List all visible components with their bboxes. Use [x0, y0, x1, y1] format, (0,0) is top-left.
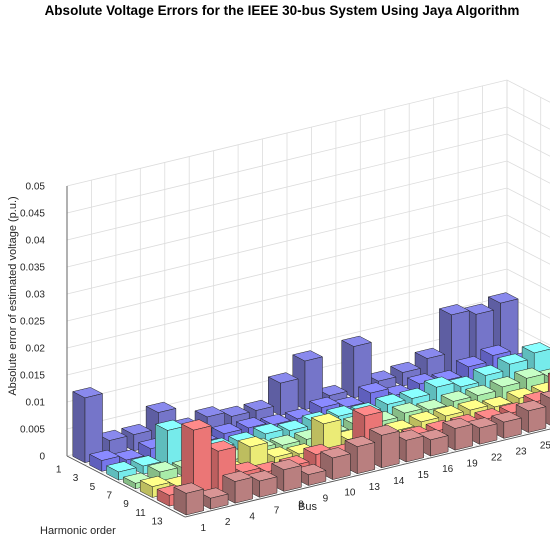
bar-front-face [528, 406, 547, 433]
bar-side-face [156, 488, 170, 507]
harmonic-tick-label: 11 [135, 508, 146, 519]
z-axis-label: Absolute error of estimated voltage (p.u… [7, 196, 19, 395]
z-tick-label: 0.02 [26, 344, 46, 355]
bus-tick-label: 8 [298, 500, 304, 511]
z-tick-label: 0 [39, 452, 45, 463]
bus-tick-label: 22 [491, 452, 503, 463]
bar-bus-1-order-13 [173, 482, 205, 516]
bar-side-face [89, 453, 103, 472]
bar-front-face [283, 465, 302, 492]
wall-gridline [66, 187, 550, 295]
bar-bus-4-order-5 [154, 419, 186, 469]
bar-side-face [139, 480, 153, 498]
z-tick-label: 0.01 [26, 398, 46, 409]
chart-title: Absolute Voltage Errors for the IEEE 30-… [45, 3, 520, 18]
bar-bus-9-order-3 [211, 423, 243, 443]
bar-side-face [130, 459, 144, 475]
bus-tick-label: 23 [515, 447, 527, 458]
z-tick-label: 0.045 [20, 209, 45, 220]
bars-group [72, 292, 550, 516]
harmonic-tick-label: 13 [151, 517, 163, 528]
bus-tick-label: 14 [393, 476, 405, 487]
bus-tick-label: 4 [249, 511, 255, 522]
z-tick-label: 0.05 [26, 182, 46, 193]
bar-side-face [173, 486, 187, 516]
wall-gridline [66, 79, 550, 187]
z-tick-label: 0.035 [20, 263, 45, 274]
wall-gridline [66, 133, 550, 241]
z-tick-label: 0.03 [26, 290, 46, 301]
bus-tick-label: 19 [467, 458, 479, 469]
bus-tick-label: 25 [540, 441, 550, 452]
bar-front-face [356, 442, 376, 475]
bar-front-face [405, 435, 424, 463]
bar-side-face [72, 391, 86, 464]
bar-bus-25-order-1 [414, 347, 446, 381]
bar-bus-10-order-13 [319, 447, 352, 481]
x-axis-line [184, 428, 550, 518]
bar-front-face [381, 430, 400, 469]
tick-labels: 0 0.005 0.01 0.015 0.02 0.025 0.03 0.035 0.04 0.0… [20, 182, 550, 535]
x-axis-label: Bus [298, 501, 317, 513]
bar-bus-19-order-1 [340, 335, 373, 399]
wall-gridline [66, 160, 550, 268]
bus-tick-label: 10 [344, 488, 356, 499]
bus-tick-label: 13 [369, 482, 381, 493]
harmonic-tick-label: 9 [123, 499, 129, 510]
y-axis-line [66, 455, 186, 518]
bar-bus-14-order-13 [368, 424, 400, 469]
z-tick-label: 0.025 [20, 317, 45, 328]
z-tick-label: 0.015 [20, 371, 45, 382]
bar-side-face [123, 476, 136, 490]
y-axis-label: Harmonic order [40, 525, 116, 537]
bus-tick-label: 9 [323, 494, 329, 505]
bus-tick-label: 2 [225, 517, 231, 528]
harmonic-tick-label: 3 [73, 473, 79, 484]
harmonic-tick-label: 5 [90, 482, 96, 493]
harmonic-tick-label: 7 [106, 491, 112, 502]
harmonic-tick-label: 1 [56, 464, 62, 475]
wall-gridline [66, 106, 550, 214]
bar-front-face [332, 453, 351, 480]
z-tick-label: 0.04 [26, 236, 46, 247]
bus-tick-label: 1 [200, 523, 206, 534]
bus-tick-label: 15 [418, 470, 430, 481]
bar-side-face [106, 465, 119, 481]
bus-tick-label: 16 [442, 464, 454, 475]
bar-side-face [341, 339, 355, 399]
bar-bus-1-order-1 [72, 387, 104, 464]
bus-tick-label: 7 [274, 505, 280, 516]
z-tick-label: 0.005 [20, 425, 45, 436]
bar-front-face [185, 488, 204, 516]
bar-front-face [234, 476, 253, 504]
bar-front-face [454, 423, 473, 451]
